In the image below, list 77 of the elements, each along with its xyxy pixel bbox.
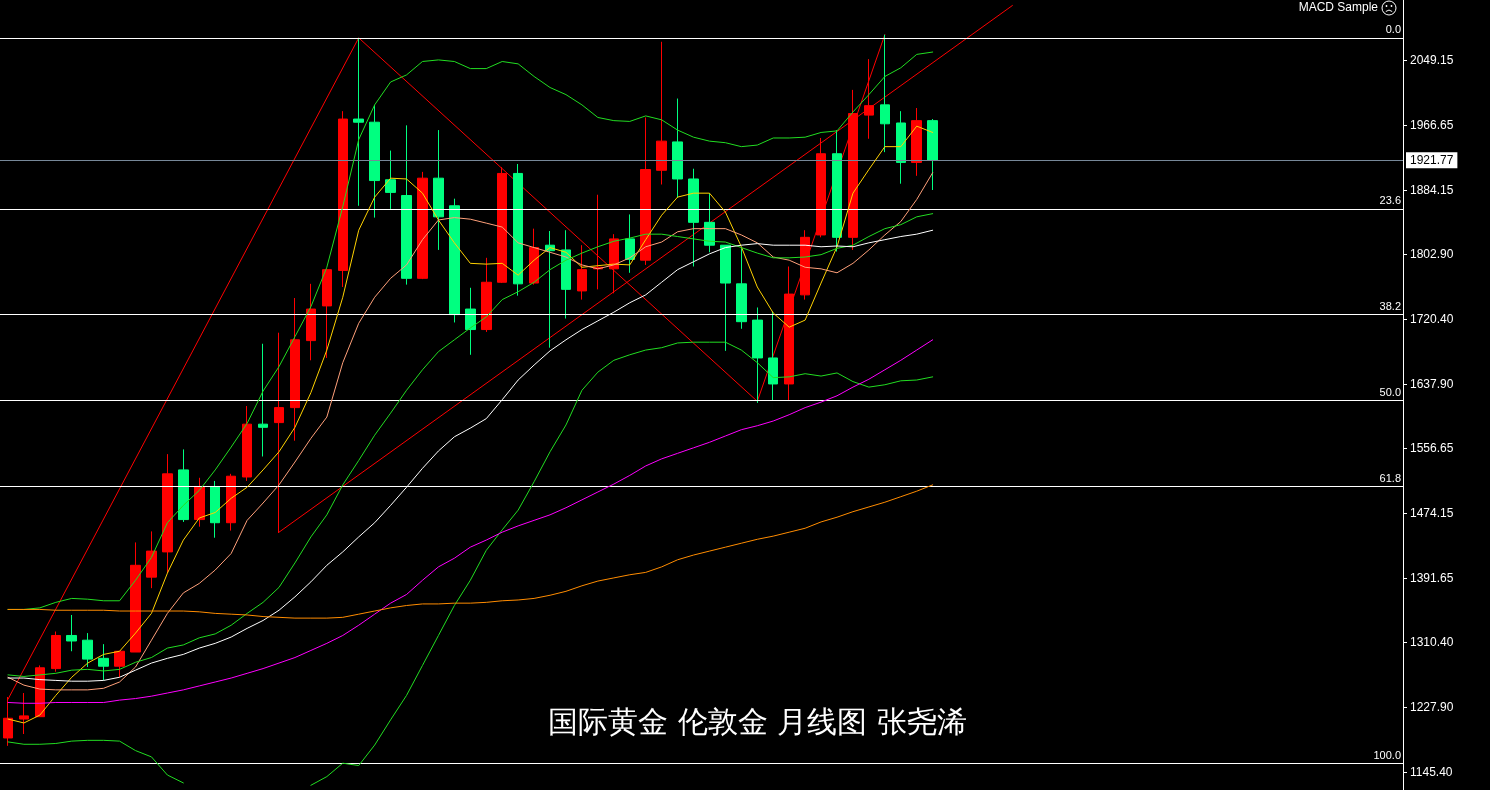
candlestick <box>896 110 906 185</box>
candlestick <box>51 631 61 673</box>
candlestick <box>800 229 810 301</box>
line-series <box>7 484 934 619</box>
candlestick <box>688 168 699 267</box>
candlestick <box>911 107 922 177</box>
candlestick <box>880 34 890 153</box>
candlestick <box>258 343 268 457</box>
ref-line-label: 1921.77 <box>1410 153 1454 168</box>
y-tick-label: 1556.65 <box>1410 441 1454 456</box>
candlestick <box>481 257 492 333</box>
candlestick <box>130 541 141 653</box>
candlestick <box>66 614 77 652</box>
y-tick-label: 1720.40 <box>1410 312 1454 326</box>
candlestick <box>465 287 476 356</box>
line-series <box>7 339 934 704</box>
candlestick <box>640 116 651 266</box>
candlestick <box>162 453 173 574</box>
candlestick <box>848 89 858 251</box>
y-tick-label: 1391.65 <box>1410 571 1454 586</box>
candlestick <box>19 692 29 735</box>
candlestick <box>720 244 731 352</box>
candlestick <box>816 137 826 238</box>
candlestick <box>577 244 587 301</box>
candlestick <box>338 110 348 288</box>
annotation: 国际黄金 伦敦金 月线图 张尧浠 <box>548 703 967 739</box>
candlestick <box>417 171 428 280</box>
annotation: MACD Sample <box>1298 0 1379 14</box>
candlestick <box>513 163 523 297</box>
y-tick-label: 1474.15 <box>1410 506 1454 521</box>
candlestick <box>656 41 667 185</box>
y-tick-label: 1310.40 <box>1410 635 1454 650</box>
candlestick <box>401 124 412 286</box>
candlestick <box>927 118 938 191</box>
candlestick <box>561 229 571 320</box>
candlestick <box>864 58 874 140</box>
y-tick-label: 1145.40 <box>1410 765 1453 780</box>
candlestick <box>529 228 539 286</box>
candlestick <box>210 480 220 539</box>
candlestick <box>369 104 380 219</box>
annotation: 23.6 <box>1379 194 1402 207</box>
candlestick <box>226 473 236 532</box>
candlestick <box>752 306 763 404</box>
candlestick <box>672 98 683 199</box>
candlestick <box>625 213 635 274</box>
annotation: 50.0 <box>1379 386 1402 399</box>
candlestick <box>545 230 555 349</box>
candlestick <box>98 643 109 681</box>
candlestick <box>832 129 842 253</box>
candlestick <box>704 192 715 253</box>
annotation: 38.2 <box>1379 300 1402 313</box>
annotation: 0.0 <box>1385 23 1402 36</box>
y-tick-label: 1802.90 <box>1410 246 1454 261</box>
candlestick <box>736 247 747 330</box>
candlestick <box>82 632 93 668</box>
candlestick <box>306 283 316 361</box>
y-tick-label: 2049.15 <box>1410 52 1454 67</box>
candlestick <box>353 37 364 207</box>
candlestick <box>593 194 603 290</box>
candlestick <box>768 310 778 402</box>
candlestick <box>242 405 252 482</box>
candlestick <box>322 269 332 359</box>
annotation: 61.8 <box>1379 471 1402 484</box>
y-tick-label: 1966.65 <box>1410 117 1454 132</box>
y-tick-label: 1227.90 <box>1410 700 1454 715</box>
candlestick <box>449 198 460 323</box>
candlestick <box>497 166 507 284</box>
candlestick <box>114 650 125 678</box>
candlestick <box>146 530 157 589</box>
y-tick-label: 1884.15 <box>1410 182 1454 197</box>
candlestick <box>178 448 189 523</box>
y-tick-label: 1637.90 <box>1410 377 1454 392</box>
candlestick <box>433 129 444 251</box>
candlestick <box>385 150 396 210</box>
candlestick <box>290 297 300 442</box>
annotation: 100.0 <box>1373 748 1401 761</box>
candlestick <box>784 265 794 402</box>
